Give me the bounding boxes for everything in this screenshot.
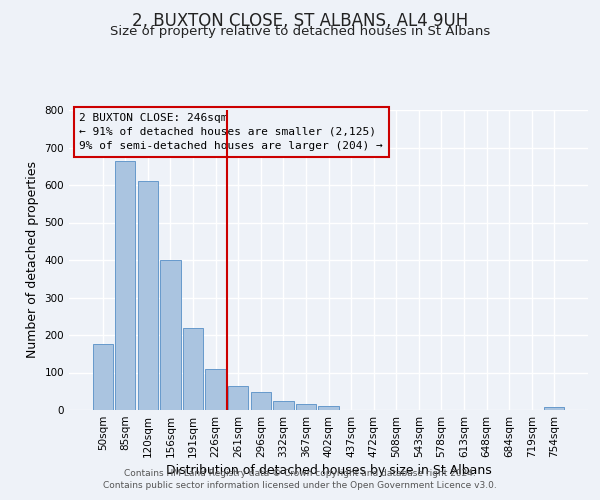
Bar bbox=[544, 407, 565, 410]
Bar bbox=[138, 181, 158, 410]
Text: Contains public sector information licensed under the Open Government Licence v3: Contains public sector information licen… bbox=[103, 481, 497, 490]
X-axis label: Distribution of detached houses by size in St Albans: Distribution of detached houses by size … bbox=[166, 464, 491, 477]
Bar bbox=[205, 369, 226, 410]
Bar bbox=[319, 406, 338, 410]
Text: Size of property relative to detached houses in St Albans: Size of property relative to detached ho… bbox=[110, 25, 490, 38]
Bar bbox=[228, 386, 248, 410]
Bar bbox=[160, 260, 181, 410]
Bar bbox=[296, 404, 316, 410]
Bar bbox=[115, 160, 136, 410]
Text: Contains HM Land Registry data © Crown copyright and database right 2024.: Contains HM Land Registry data © Crown c… bbox=[124, 468, 476, 477]
Text: 2, BUXTON CLOSE, ST ALBANS, AL4 9UH: 2, BUXTON CLOSE, ST ALBANS, AL4 9UH bbox=[132, 12, 468, 30]
Bar bbox=[183, 328, 203, 410]
Text: 2 BUXTON CLOSE: 246sqm
← 91% of detached houses are smaller (2,125)
9% of semi-d: 2 BUXTON CLOSE: 246sqm ← 91% of detached… bbox=[79, 113, 383, 151]
Bar bbox=[251, 392, 271, 410]
Bar bbox=[92, 344, 113, 410]
Bar bbox=[273, 400, 293, 410]
Y-axis label: Number of detached properties: Number of detached properties bbox=[26, 162, 39, 358]
